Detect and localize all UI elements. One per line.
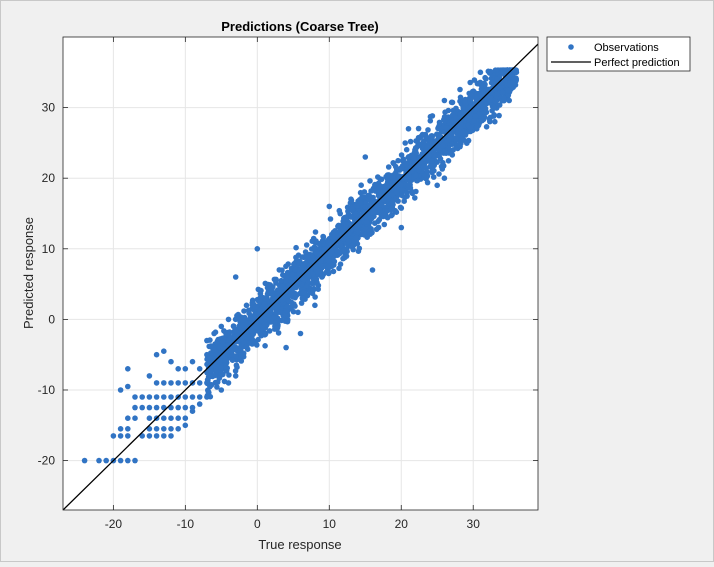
observation-point [367, 178, 373, 184]
observation-point [436, 171, 442, 177]
observation-point [425, 127, 431, 133]
observation-point [327, 216, 334, 222]
observation-point [293, 244, 299, 251]
observation-point [302, 249, 309, 255]
observation-point [405, 154, 412, 160]
observation-point [370, 194, 376, 201]
observation-point [395, 157, 401, 164]
observation-point [376, 198, 383, 204]
observation-point [312, 229, 319, 235]
observation-point [290, 308, 297, 315]
observation-point [381, 221, 388, 228]
observation-point [487, 68, 494, 75]
observation-point [424, 179, 431, 186]
observation-point [436, 119, 443, 126]
observation-point [330, 268, 337, 275]
observation-point [470, 88, 477, 94]
observation-point [279, 267, 285, 274]
observation-point [457, 143, 463, 150]
observation-point [399, 192, 405, 199]
observation-point [298, 300, 305, 306]
observation-point [373, 226, 380, 233]
observation-point [412, 195, 418, 201]
observation-point [480, 116, 487, 123]
observation-point [299, 295, 306, 302]
observation-point [292, 303, 298, 309]
observation-point [430, 174, 437, 180]
observation-point [440, 159, 446, 166]
observation-point [357, 189, 364, 196]
observation-point [278, 277, 285, 284]
grid-lines [63, 37, 538, 510]
observation-point [439, 166, 446, 172]
observation-point [449, 141, 455, 147]
observation-point [238, 358, 245, 364]
observation-point [266, 328, 273, 334]
observation-point [295, 309, 301, 316]
observation-point [370, 209, 377, 215]
observation-point [318, 273, 325, 279]
observation-point [450, 147, 457, 153]
observation-point [336, 207, 343, 214]
observation-point [442, 118, 448, 125]
observation-point [282, 318, 289, 324]
chart-title: Predictions (Coarse Tree) [221, 19, 379, 34]
observation-point [358, 182, 365, 188]
observation-point [275, 330, 282, 336]
observation-point [232, 347, 239, 353]
observation-point [403, 146, 410, 153]
observation-point [390, 160, 397, 167]
observation-point [303, 242, 310, 248]
observation-point [385, 164, 392, 170]
observation-point [402, 140, 409, 146]
observation-point [243, 302, 250, 309]
observation-point [335, 222, 342, 229]
observation-point [467, 79, 474, 86]
observation-point [398, 205, 405, 211]
observation-point [229, 357, 236, 364]
observation-point [496, 112, 502, 119]
observation-point [407, 138, 414, 145]
observation-point [398, 152, 405, 158]
observation-point [274, 325, 281, 331]
observation-point [408, 189, 415, 196]
observation-point [415, 125, 422, 132]
observation-point [262, 343, 268, 349]
observation-point [315, 286, 322, 293]
observation-point [464, 140, 470, 146]
observation-point [214, 384, 220, 390]
scatter-points [81, 67, 520, 464]
observation-point [245, 307, 252, 314]
observation-point [331, 253, 338, 260]
observation-point [336, 265, 342, 272]
observation-point [483, 124, 490, 130]
observation-point [267, 282, 274, 288]
observation-point [285, 261, 292, 267]
